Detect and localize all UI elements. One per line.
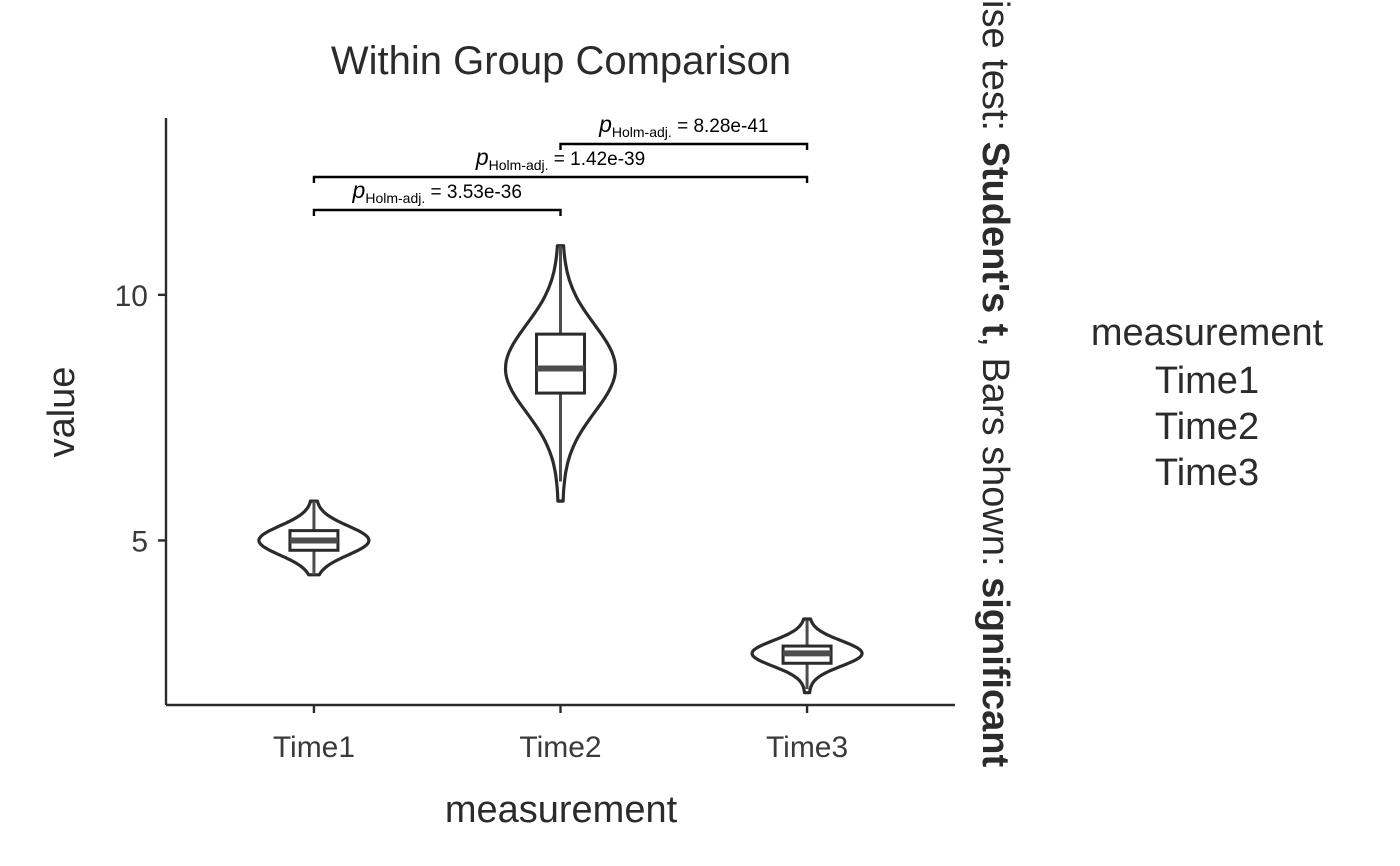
x-axis-label: measurement [445, 789, 678, 831]
legend-item-time3: Time3 [1154, 452, 1260, 494]
p-symbol: p [352, 177, 366, 203]
p-subscript: Holm-adj. [489, 157, 549, 173]
p-symbol: p [598, 111, 612, 137]
caption-prefix: Pairwise test: [974, 0, 1016, 142]
x-tick-label-time3: Time3 [766, 731, 848, 764]
p-symbol: p [475, 144, 489, 170]
legend: measurement Time1 Time2 Time3 [1062, 308, 1352, 496]
x-tick-label-time1: Time1 [273, 731, 355, 764]
sig-bar-time1-time3 [312, 175, 809, 183]
y-tick-label-10: 10 [115, 280, 148, 313]
p-subscript: Holm-adj. [365, 190, 425, 206]
x-tick-label-time2: Time2 [519, 731, 601, 764]
caption-test: Student's t [974, 142, 1016, 337]
sig-label-time1-time3: pHolm-adj. = 1.42e-39 [475, 144, 645, 173]
y-tick-label-5: 5 [131, 525, 148, 558]
legend-item-time2: Time2 [1154, 406, 1260, 448]
p-value: = 3.53e-36 [425, 182, 522, 203]
caption-mid: , Bars shown: [974, 336, 1016, 577]
box-time2 [535, 332, 586, 395]
chart-title: Within Group Comparison [331, 39, 791, 83]
y-ticks: 5 10 [115, 280, 166, 558]
p-subscript: Holm-adj. [612, 124, 672, 140]
plot-area [257, 244, 864, 695]
pairwise-caption: Pairwise test: Student's t, Bars shown: … [974, 0, 1016, 767]
p-value: = 1.42e-39 [549, 149, 646, 170]
sig-bar-time2-time3 [559, 142, 809, 150]
caption-bars: significant [974, 577, 1016, 767]
sig-label-time2-time3: pHolm-adj. = 8.28e-41 [598, 111, 768, 140]
sig-label-time1-time2: pHolm-adj. = 3.53e-36 [352, 177, 522, 206]
legend-title: measurement [1090, 312, 1324, 354]
p-value: = 8.28e-41 [672, 116, 769, 137]
y-axis-label: value [41, 367, 83, 458]
x-ticks: Time1 Time2 Time3 [273, 705, 848, 764]
legend-item-time1: Time1 [1154, 360, 1260, 402]
sig-bar-time1-time2 [312, 208, 562, 216]
